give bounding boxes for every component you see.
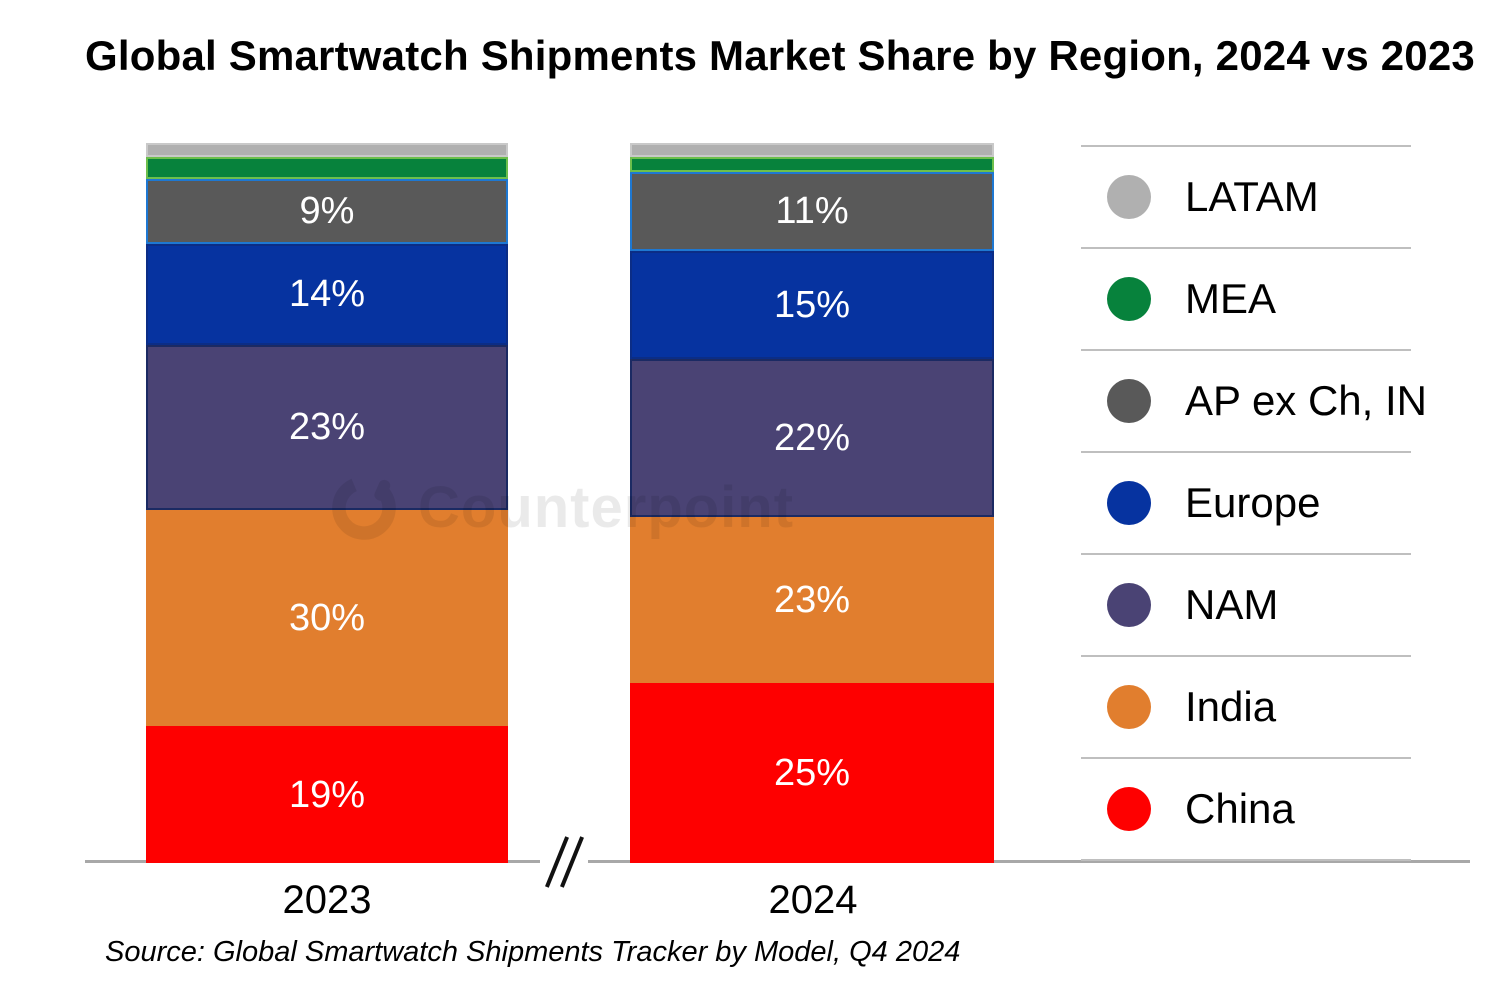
segment-2023-ap-ex-ch-in: 9% bbox=[146, 179, 508, 244]
segment-2023-india: 30% bbox=[146, 510, 508, 727]
segment-2024-latam bbox=[630, 143, 994, 158]
legend-item-china: China bbox=[1081, 757, 1411, 859]
x-tick-label-2023: 2023 bbox=[282, 878, 372, 922]
source-note: Source: Global Smartwatch Shipments Trac… bbox=[105, 936, 961, 968]
segment-value-label-2023-india: 30% bbox=[288, 597, 366, 640]
axis-break bbox=[540, 832, 588, 892]
segment-value-label-2024-india: 23% bbox=[773, 579, 851, 622]
chart-title: Global Smartwatch Shipments Market Share… bbox=[85, 32, 1475, 79]
legend-item-india: India bbox=[1081, 655, 1411, 757]
x-tick-label-2024: 2024 bbox=[768, 878, 858, 922]
bar-2023: 9% 14% 23% 30% 19% bbox=[146, 143, 508, 863]
segment-2024-ap-ex-ch-in: 11% bbox=[630, 171, 994, 252]
segment-2024-india: 23% bbox=[630, 517, 994, 683]
legend-label-china: China bbox=[1185, 785, 1295, 832]
segment-value-label-2024-ap-ex-ch-in: 11% bbox=[775, 190, 849, 233]
segment-2024-china: 25% bbox=[630, 683, 994, 863]
legend-item-nam: NAM bbox=[1081, 553, 1411, 655]
legend-label-india: India bbox=[1185, 683, 1277, 730]
segment-2024-mea bbox=[630, 157, 994, 172]
segment-2024-nam: 22% bbox=[630, 359, 994, 518]
segment-value-label-2024-europe: 15% bbox=[773, 284, 851, 327]
segment-value-label-2024-nam: 22% bbox=[773, 417, 851, 460]
legend-item-ap-ex-ch-in: AP ex Ch, IN bbox=[1081, 349, 1427, 451]
segment-value-label-2023-europe: 14% bbox=[288, 273, 366, 316]
segment-value-label-2023-ap-ex-ch-in: 9% bbox=[299, 190, 355, 233]
legend-marker-mea-icon bbox=[1107, 277, 1151, 321]
legend-marker-china-icon bbox=[1107, 787, 1151, 831]
legend-marker-latam-icon bbox=[1107, 175, 1151, 219]
legend-marker-india-icon bbox=[1107, 685, 1151, 729]
segment-2023-latam bbox=[146, 143, 508, 158]
legend-item-europe: Europe bbox=[1081, 451, 1411, 553]
legend-label-europe: Europe bbox=[1185, 479, 1321, 526]
segment-2023-nam: 23% bbox=[146, 344, 508, 511]
segment-2023-europe: 14% bbox=[146, 243, 508, 345]
legend-marker-ap-ex-ch-in-icon bbox=[1107, 379, 1151, 423]
legend-label-nam: NAM bbox=[1185, 581, 1279, 628]
segment-2024-europe: 15% bbox=[630, 251, 994, 360]
legend-label-ap-ex-ch-in: AP ex Ch, IN bbox=[1185, 377, 1427, 424]
legend-item-mea: MEA bbox=[1081, 247, 1411, 349]
legend-label-latam: LATAM bbox=[1185, 173, 1319, 220]
segment-2023-mea bbox=[146, 157, 508, 180]
legend-label-mea: MEA bbox=[1185, 275, 1277, 322]
segment-value-label-2023-nam: 23% bbox=[288, 406, 366, 449]
legend-marker-europe-icon bbox=[1107, 481, 1151, 525]
bar-2024: 11% 15% 22% 23% 25% bbox=[630, 143, 994, 863]
segment-2023-china: 19% bbox=[146, 726, 508, 863]
legend: LATAM MEA AP ex Ch, IN Europe NAM India China bbox=[1081, 145, 1427, 861]
segment-value-label-2024-china: 25% bbox=[773, 752, 851, 794]
legend-marker-nam-icon bbox=[1107, 583, 1151, 627]
segment-value-label-2023-china: 19% bbox=[288, 773, 366, 816]
legend-item-latam: LATAM bbox=[1081, 145, 1411, 247]
